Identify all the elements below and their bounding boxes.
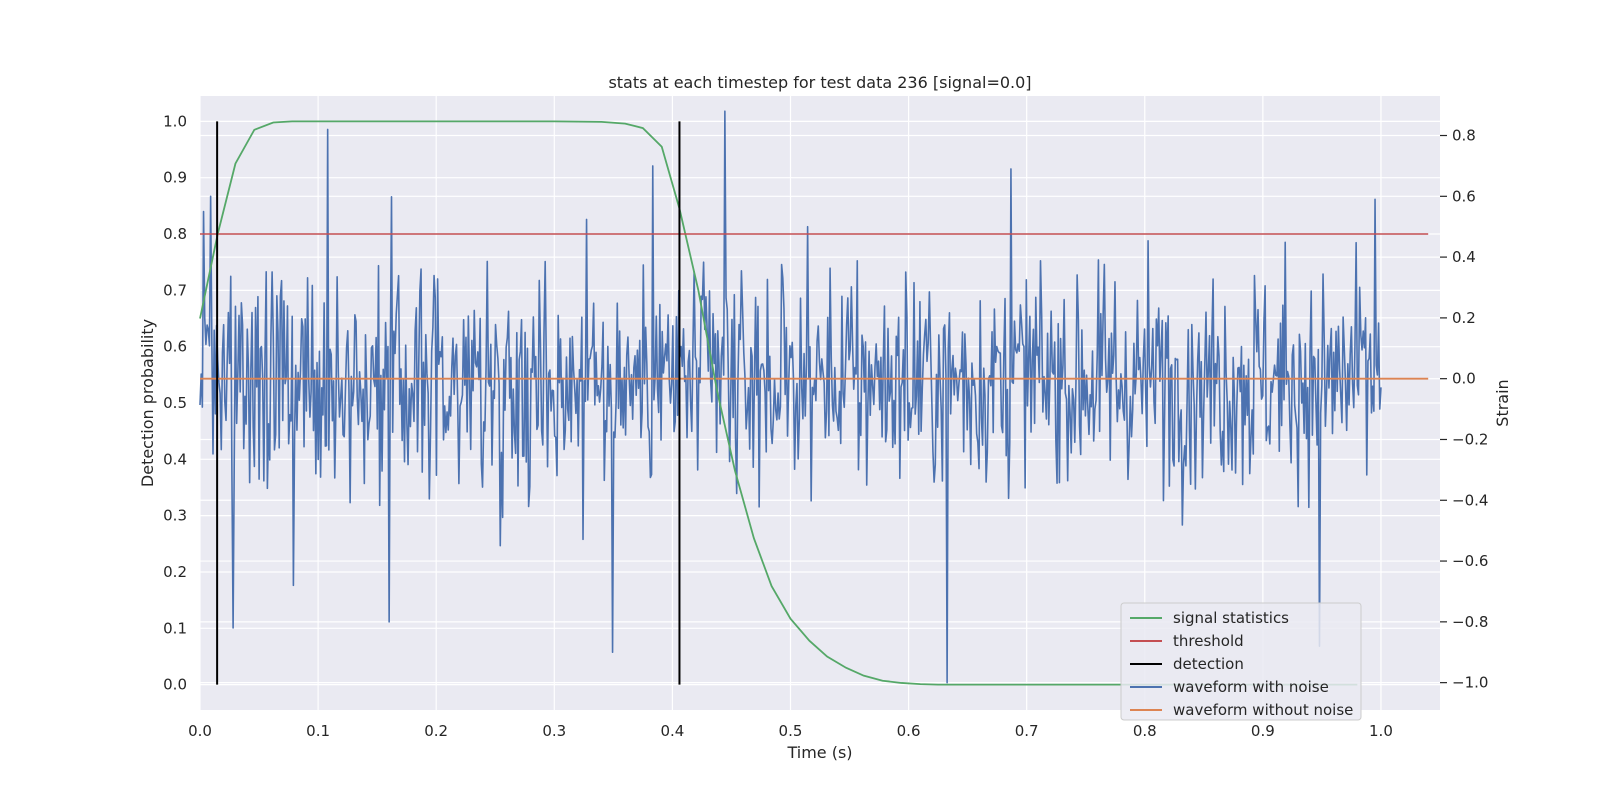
waveform-with-noise-line [199, 110, 1382, 684]
series-signal-statistics [199, 120, 1358, 686]
left-tick-label: 0.9 [163, 169, 187, 187]
right-axis-ticks: −1.0 −0.8 −0.6 −0.4 −0.2 0.0 0.2 0.4 0.6 0.8 [1440, 127, 1488, 692]
right-tick-label: 0.4 [1452, 248, 1476, 266]
left-axis-ticks: 0.0 0.1 0.2 0.3 0.4 0.5 0.6 0.7 0.8 0.9 1.0 [163, 112, 187, 693]
left-tick-label: 0.3 [163, 507, 187, 525]
right-tick-label: −0.8 [1452, 613, 1488, 631]
right-tick-label: −1.0 [1452, 674, 1488, 692]
right-tick-label: −0.4 [1452, 491, 1488, 509]
left-tick-label: 0.0 [163, 676, 187, 694]
x-tick-label: 0.2 [424, 722, 448, 740]
right-tick-label: 0.0 [1452, 370, 1476, 388]
x-axis-ticks: 0.0 0.1 0.2 0.3 0.4 0.5 0.6 0.7 0.8 0.9 1.0 [188, 722, 1393, 740]
right-tick-label: −0.6 [1452, 552, 1488, 570]
chart-title: stats at each timestep for test data 236… [608, 73, 1031, 92]
left-tick-label: 0.8 [163, 225, 187, 243]
right-axis-title: Strain [1493, 379, 1512, 426]
x-tick-label: 0.6 [897, 722, 921, 740]
x-axis-title: Time (s) [786, 743, 852, 762]
left-tick-label: 0.4 [163, 450, 187, 468]
right-tick-label: 0.8 [1452, 127, 1476, 145]
series-waveform-with-noise [199, 110, 1382, 684]
x-tick-label: 0.8 [1133, 722, 1157, 740]
x-tick-label: 0.9 [1251, 722, 1275, 740]
right-tick-label: −0.2 [1452, 430, 1488, 448]
x-tick-label: 0.4 [660, 722, 684, 740]
series-detection [216, 121, 681, 685]
left-tick-label: 0.5 [163, 394, 187, 412]
x-tick-label: 0.3 [542, 722, 566, 740]
left-axis-title: Detection probability [138, 319, 157, 487]
left-tick-label: 0.6 [163, 338, 187, 356]
x-tick-label: 0.1 [306, 722, 330, 740]
right-tick-label: 0.6 [1452, 187, 1476, 205]
legend-label: signal statistics [1173, 609, 1289, 627]
x-tick-label: 0.7 [1015, 722, 1039, 740]
legend: signal statistics threshold detection wavef… [1120, 602, 1362, 721]
left-tick-label: 0.7 [163, 281, 187, 299]
left-tick-label: 0.2 [163, 563, 187, 581]
legend-box [1120, 602, 1362, 721]
left-tick-label: 1.0 [163, 112, 187, 130]
legend-label: waveform with noise [1173, 678, 1329, 696]
legend-label: waveform without noise [1173, 701, 1353, 719]
left-tick-label: 0.1 [163, 619, 187, 637]
signal-statistics-line [199, 120, 1358, 686]
x-tick-label: 0.0 [188, 722, 212, 740]
x-tick-label: 0.5 [779, 722, 803, 740]
legend-label: detection [1173, 655, 1244, 673]
x-tick-label: 1.0 [1369, 722, 1393, 740]
right-tick-label: 0.2 [1452, 309, 1476, 327]
legend-label: threshold [1173, 632, 1244, 650]
